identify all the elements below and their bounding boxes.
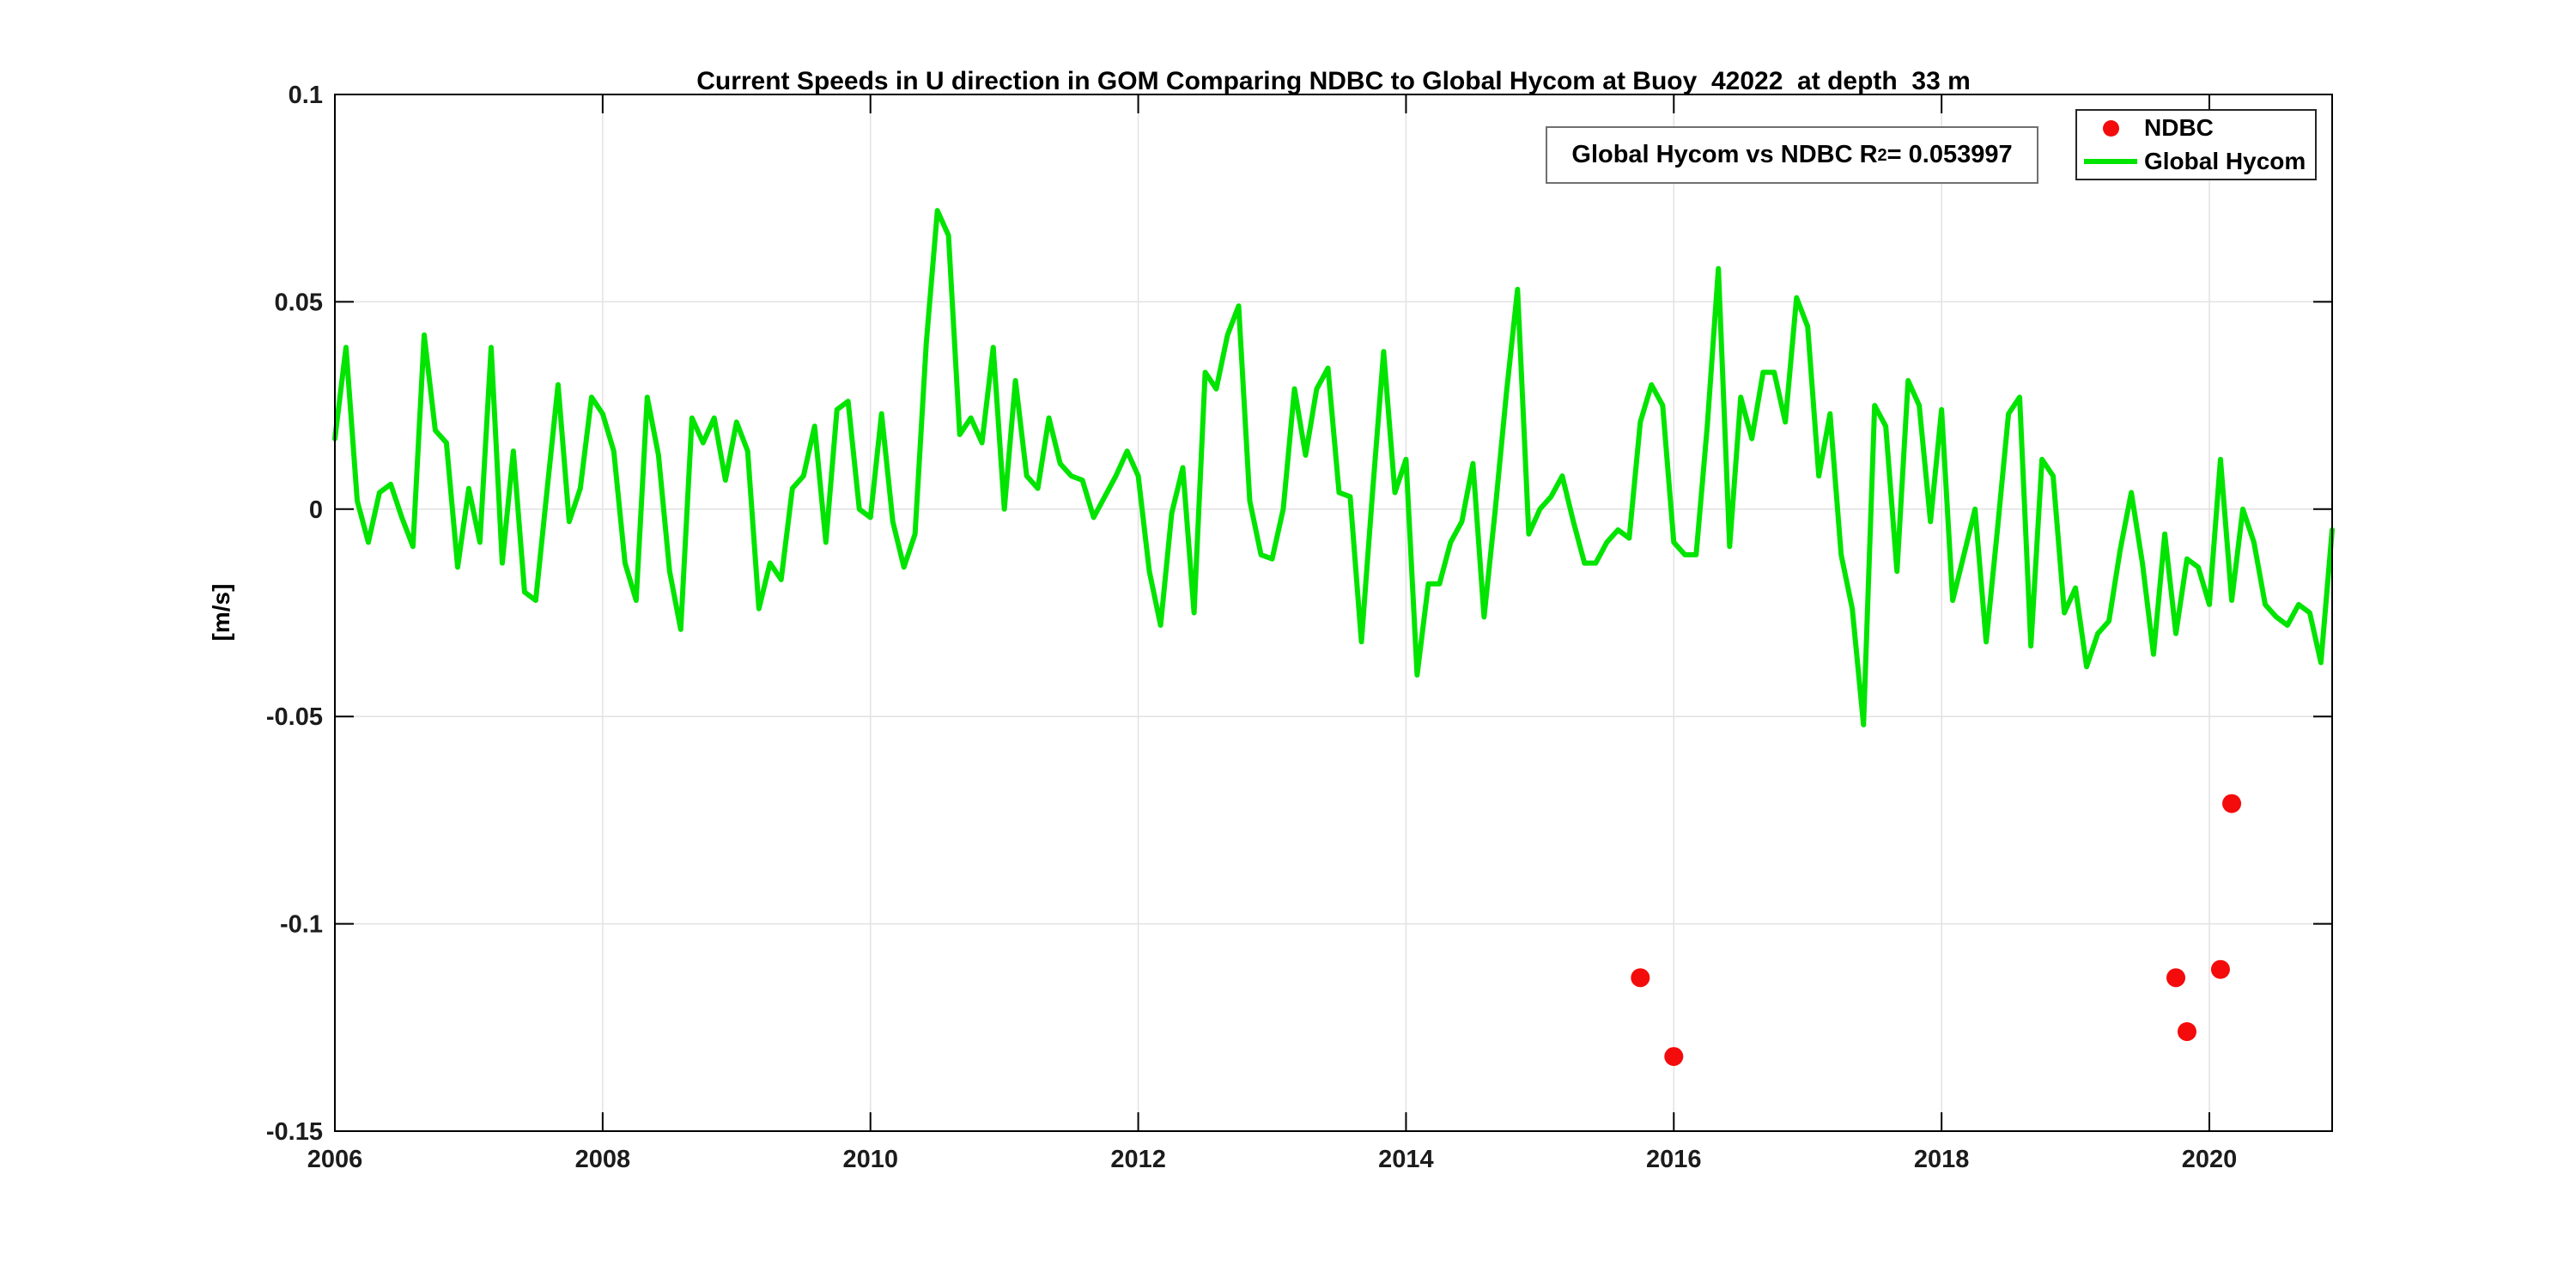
global-hycom-line-icon (2084, 159, 2137, 164)
y-tick-label: -0.15 (266, 1118, 323, 1146)
x-tick-label: 2014 (1378, 1146, 1434, 1173)
ndbc-data-point (2166, 968, 2186, 988)
x-tick-label: 2008 (575, 1146, 631, 1173)
ndbc-data-point (2222, 794, 2242, 813)
y-tick-label: 0.1 (289, 82, 323, 109)
global-hycom-line (332, 208, 2335, 727)
x-tick-label: 2010 (842, 1146, 898, 1173)
legend-item-ndbc: NDBC (2077, 112, 2315, 144)
y-tick-label: -0.05 (266, 703, 323, 731)
x-tick-label: 2006 (307, 1146, 363, 1173)
legend: NDBC Global Hycom (2075, 109, 2317, 180)
ndbc-data-point (1664, 1047, 1684, 1067)
legend-label-global-hycom: Global Hycom (2144, 148, 2306, 174)
y-axis-label: [m/s] (208, 583, 234, 642)
legend-label-ndbc: NDBC (2144, 114, 2214, 141)
x-tick-label: 2018 (1914, 1146, 1970, 1173)
legend-marker-col (2077, 159, 2144, 164)
ndbc-data-point (1631, 968, 1650, 988)
x-tick-label: 2012 (1110, 1146, 1166, 1173)
r-squared-text-value: = 0.053997 (1886, 141, 2013, 168)
x-tick-label: 2020 (2182, 1146, 2238, 1173)
ndbc-dot-icon (2102, 119, 2119, 137)
y-tick-label: 0 (309, 496, 323, 524)
plot-border (334, 94, 2333, 1132)
x-tick-label: 2016 (1646, 1146, 1702, 1173)
ndbc-data-point (2210, 959, 2230, 979)
chart-title: Current Speeds in U direction in GOM Com… (696, 67, 1971, 95)
legend-marker-col (2077, 119, 2144, 137)
y-tick-label: -0.1 (280, 911, 323, 939)
ndbc-data-point (2177, 1022, 2196, 1042)
r-squared-text-prefix: Global Hycom vs NDBC R (1571, 141, 1878, 168)
legend-item-global-hycom: Global Hycom (2077, 145, 2315, 178)
y-tick-label: 0.05 (275, 289, 323, 316)
